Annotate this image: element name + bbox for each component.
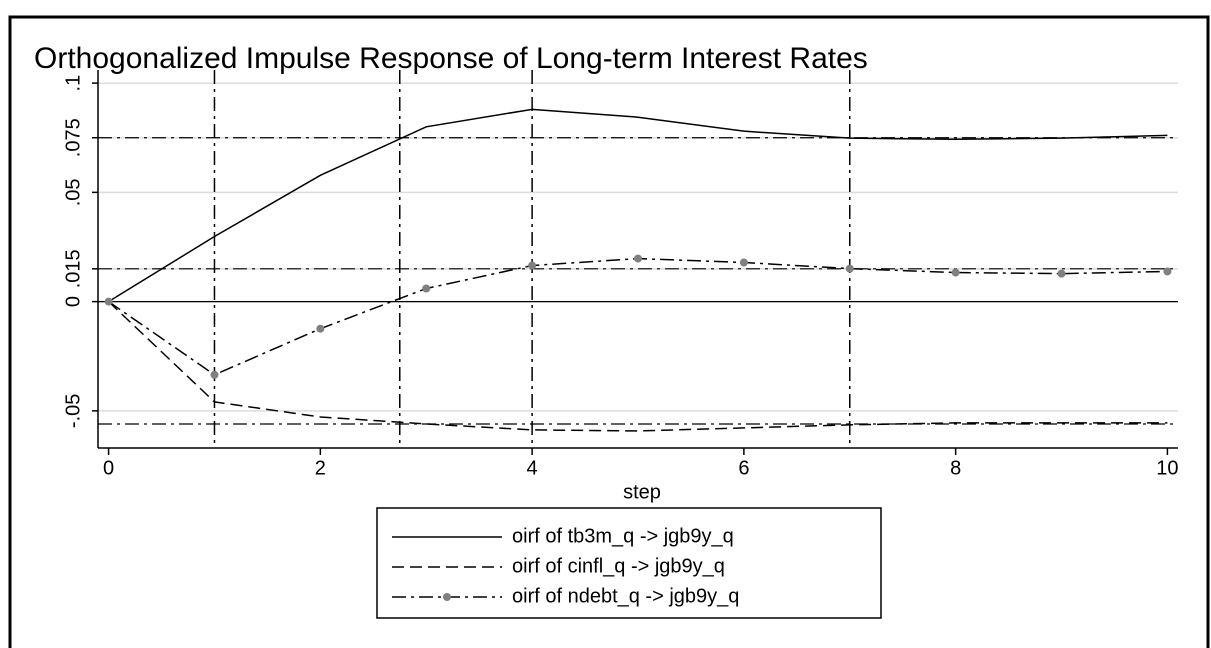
- legend-label: oirf of tb3m_q -> jgb9y_q: [512, 525, 734, 547]
- x-axis-label: step: [623, 481, 661, 503]
- y-tick-label: 0: [62, 296, 84, 307]
- series-marker: [739, 258, 748, 267]
- x-tick-label: 6: [738, 457, 749, 479]
- x-tick-label: 10: [1156, 457, 1178, 479]
- y-tick-label: .015: [62, 249, 84, 288]
- series-marker: [1163, 267, 1172, 276]
- series-marker: [316, 324, 325, 333]
- y-tick-label: -.05: [62, 394, 84, 428]
- series-line: [108, 108, 1168, 303]
- y-tick-label: .075: [62, 118, 84, 157]
- x-tick-label: 2: [315, 457, 326, 479]
- series-marker: [528, 261, 537, 270]
- x-tick-label: 0: [103, 457, 114, 479]
- series-marker: [634, 254, 642, 263]
- x-tick-label: 8: [950, 457, 961, 479]
- y-tick-label: .1: [62, 75, 84, 92]
- series-marker: [210, 370, 219, 379]
- series-marker: [422, 284, 431, 293]
- legend: [376, 507, 882, 619]
- x-tick-label: 4: [527, 457, 538, 479]
- series-marker: [1057, 269, 1066, 278]
- chart-title: Orthogonalized Impulse Response of Long-…: [34, 42, 868, 75]
- legend-marker: [443, 593, 451, 601]
- series-marker: [845, 264, 854, 273]
- series-line: [108, 301, 1168, 432]
- legend-label: oirf of ndebt_q -> jgb9y_q: [512, 585, 739, 607]
- series-marker: [951, 268, 960, 277]
- legend-label: oirf of cinfl_q -> jgb9y_q: [512, 555, 725, 577]
- y-tick-label: .05: [62, 178, 84, 206]
- series-marker: [104, 297, 113, 306]
